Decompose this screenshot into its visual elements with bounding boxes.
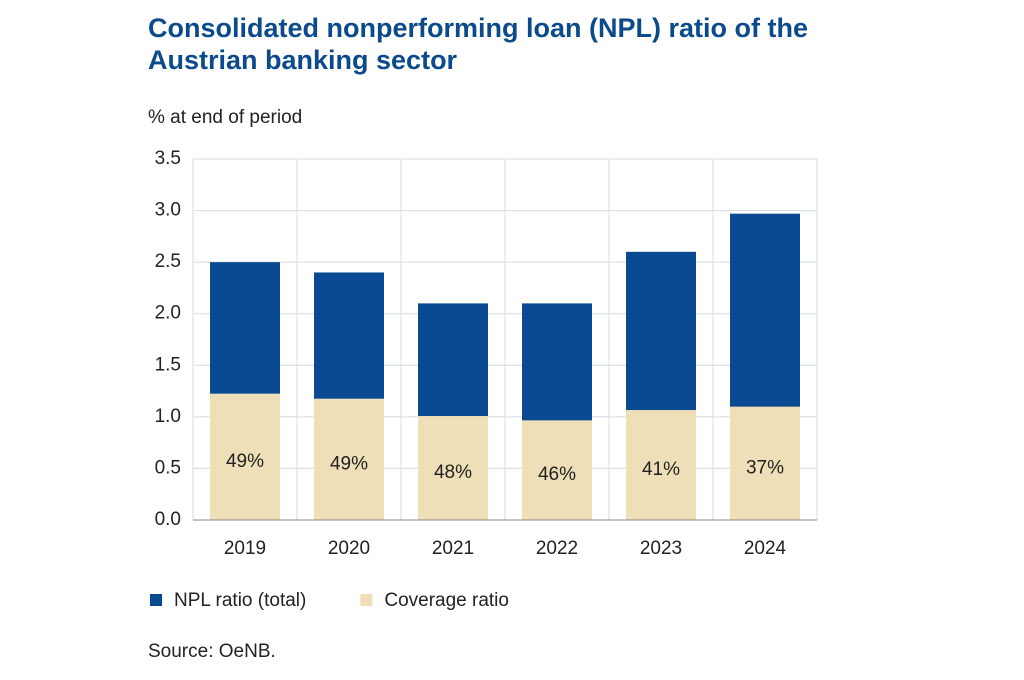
y-tick-label: 3.5 (155, 148, 181, 169)
value-label: 49% (226, 451, 264, 472)
coverage-bar (626, 410, 696, 520)
coverage-bar (730, 406, 800, 520)
coverage-bar (210, 393, 280, 520)
y-tick-label: 2.0 (155, 303, 181, 324)
y-tick-label: 1.5 (155, 354, 181, 375)
y-tick-label: 0.0 (155, 509, 181, 530)
value-label: 49% (330, 453, 368, 474)
x-tick-label: 2020 (328, 538, 370, 559)
subtitle: % at end of period (148, 107, 302, 128)
y-tick-label: 1.0 (155, 406, 181, 427)
value-label: 41% (642, 459, 680, 480)
coverage-bar (522, 420, 592, 520)
x-tick-label: 2023 (640, 538, 682, 559)
legend-swatch (150, 594, 162, 606)
coverage-bar (314, 398, 384, 520)
x-tick-label: 2019 (224, 538, 266, 559)
chart-title: Consolidated nonperforming loan (NPL) ra… (148, 13, 808, 75)
x-tick-label: 2022 (536, 538, 578, 559)
x-tick-label: 2021 (432, 538, 474, 559)
source: Source: OeNB. (148, 641, 276, 662)
legend-label: Coverage ratio (384, 590, 509, 611)
legend-label: NPL ratio (total) (174, 590, 306, 611)
y-tick-label: 2.5 (155, 251, 181, 272)
coverage-bar (418, 416, 488, 520)
x-tick-label: 2024 (744, 538, 787, 559)
value-label: 37% (746, 457, 784, 478)
legend-swatch (360, 594, 373, 606)
value-label: 48% (434, 462, 472, 483)
y-tick-label: 3.0 (155, 200, 181, 221)
y-tick-label: 0.5 (155, 457, 181, 478)
value-label: 46% (538, 464, 576, 485)
